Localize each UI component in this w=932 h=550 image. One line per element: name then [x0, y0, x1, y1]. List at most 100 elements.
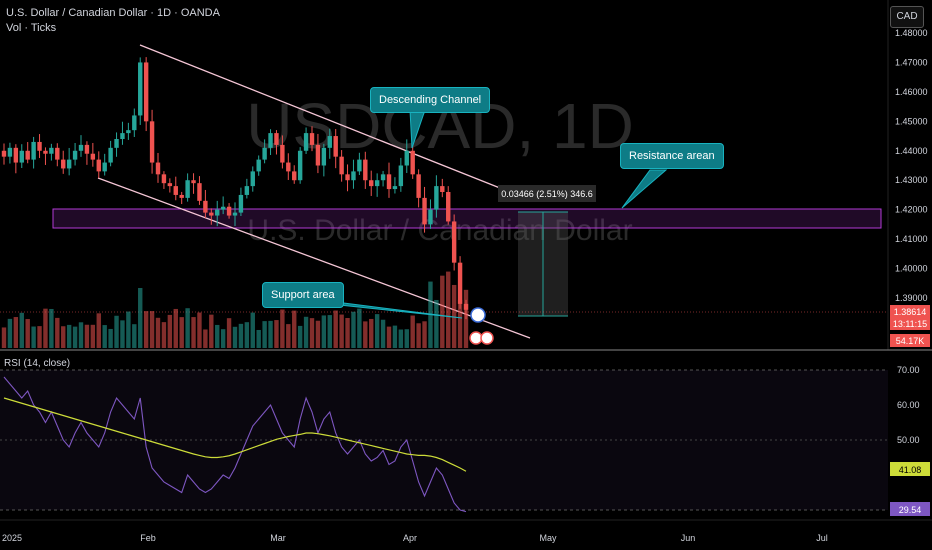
volume-bar	[215, 324, 220, 348]
volume-bar	[66, 324, 72, 348]
candle-body	[191, 180, 196, 184]
volume-bar	[90, 324, 96, 348]
event-icon-2[interactable]	[480, 331, 494, 345]
volume-bar	[351, 311, 356, 348]
time-tick: Jun	[681, 533, 696, 543]
price-tick: 1.46000	[895, 87, 928, 97]
volume-bar	[274, 320, 279, 348]
volume-bars	[1, 271, 469, 348]
volume-bar	[155, 317, 161, 348]
candle-body	[351, 171, 356, 181]
candle-body	[155, 162, 161, 175]
candle-body	[374, 180, 380, 187]
time-tick: Apr	[403, 533, 417, 543]
countdown-text: 13:11:15	[893, 319, 927, 329]
rsi-axis[interactable]: 70.00 60.00 50.00	[897, 365, 920, 445]
candle-body	[303, 133, 309, 151]
time-axis[interactable]: 2025 Feb Mar Apr May Jun Jul	[2, 533, 828, 543]
candle-body	[250, 171, 255, 187]
candle-body	[363, 159, 368, 181]
volume-bar	[161, 322, 167, 348]
candle-body	[173, 186, 178, 195]
volume-bar	[268, 320, 273, 348]
volume-bar	[363, 321, 368, 348]
descending-channel-callout[interactable]: Descending Channel	[370, 87, 491, 113]
volume-bar	[143, 311, 149, 348]
volume-bar	[43, 308, 48, 348]
candle-body	[256, 159, 261, 172]
candle-body	[292, 171, 297, 181]
resistance-zone[interactable]	[52, 208, 882, 229]
price-tick: 1.43000	[895, 175, 928, 185]
volume-bar	[31, 326, 36, 348]
candle-body	[209, 212, 214, 216]
candle-body	[434, 186, 439, 210]
volume-bar	[256, 329, 261, 348]
price-axis[interactable]: 1.48000 1.47000 1.46000 1.45000 1.44000 1.430…	[895, 28, 928, 303]
volume-bar	[149, 311, 155, 348]
candle-body	[138, 62, 143, 116]
candle-body	[7, 147, 13, 157]
symbol-title[interactable]: U.S. Dollar / Canadian Dollar · 1D · OAN…	[6, 7, 220, 19]
time-tick: Feb	[140, 533, 156, 543]
price-tick: 1.45000	[895, 116, 928, 126]
candle-body	[185, 180, 190, 198]
volume-bar	[25, 319, 30, 348]
currency-button[interactable]: CAD	[890, 6, 924, 28]
resistance-callout[interactable]: Resistance arean	[620, 143, 724, 169]
volume-bar	[55, 317, 60, 348]
event-icon-1[interactable]	[469, 331, 483, 345]
volume-bar	[327, 315, 332, 348]
candle-body	[238, 194, 244, 213]
rsi-value-text: 29.54	[899, 505, 922, 515]
candle-body	[1, 150, 7, 157]
rsi-value-tag	[890, 502, 930, 516]
rsi-line	[3, 376, 467, 513]
countdown-tag	[890, 318, 930, 330]
candle-body	[404, 150, 409, 166]
candle-body	[226, 206, 232, 216]
volume-bar	[416, 323, 421, 348]
candle-body	[25, 150, 30, 160]
time-tick: Jul	[816, 533, 828, 543]
candle-body	[398, 165, 404, 187]
candle-body	[286, 162, 291, 172]
candle-body	[102, 162, 107, 172]
price-tick: 1.48000	[895, 28, 928, 38]
watermark-name: U.S. Dollar / Canadian Dollar	[247, 214, 632, 247]
volume-bar	[250, 312, 255, 348]
candle-body	[297, 150, 303, 181]
volume-bar	[132, 324, 137, 348]
volume-bar	[292, 310, 297, 348]
time-tick: May	[539, 533, 557, 543]
volume-bar	[226, 318, 232, 348]
volume-bar	[333, 310, 338, 348]
price-tick: 1.40000	[895, 264, 928, 274]
candle-body	[345, 174, 350, 181]
volume-bar	[380, 319, 386, 348]
candle-body	[132, 115, 137, 131]
support-callout[interactable]: Support area	[262, 282, 344, 308]
volume-indicator-label[interactable]: Vol · Ticks	[6, 22, 57, 34]
time-tick: Mar	[270, 533, 286, 543]
candle-body	[333, 136, 338, 157]
channel-upper-line[interactable]	[139, 44, 506, 191]
us-flag-icon[interactable]	[470, 307, 486, 323]
volume-bar	[7, 318, 13, 348]
rsi-ma-text: 41.08	[899, 465, 922, 475]
volume-bar	[280, 309, 285, 348]
candle-body	[78, 144, 84, 151]
time-tick: 2025	[2, 533, 22, 543]
volume-bar	[1, 327, 7, 348]
candle-body	[43, 150, 48, 154]
candle-body	[179, 194, 184, 198]
volume-bar	[167, 314, 173, 348]
rsi-indicator-label[interactable]: RSI (14, close)	[4, 358, 71, 369]
volume-bar	[410, 315, 415, 348]
volume-bar	[78, 322, 84, 348]
volume-bar	[457, 299, 463, 348]
measure-label-bg	[498, 185, 596, 202]
candle-body	[13, 147, 19, 163]
volume-bar	[422, 321, 427, 348]
